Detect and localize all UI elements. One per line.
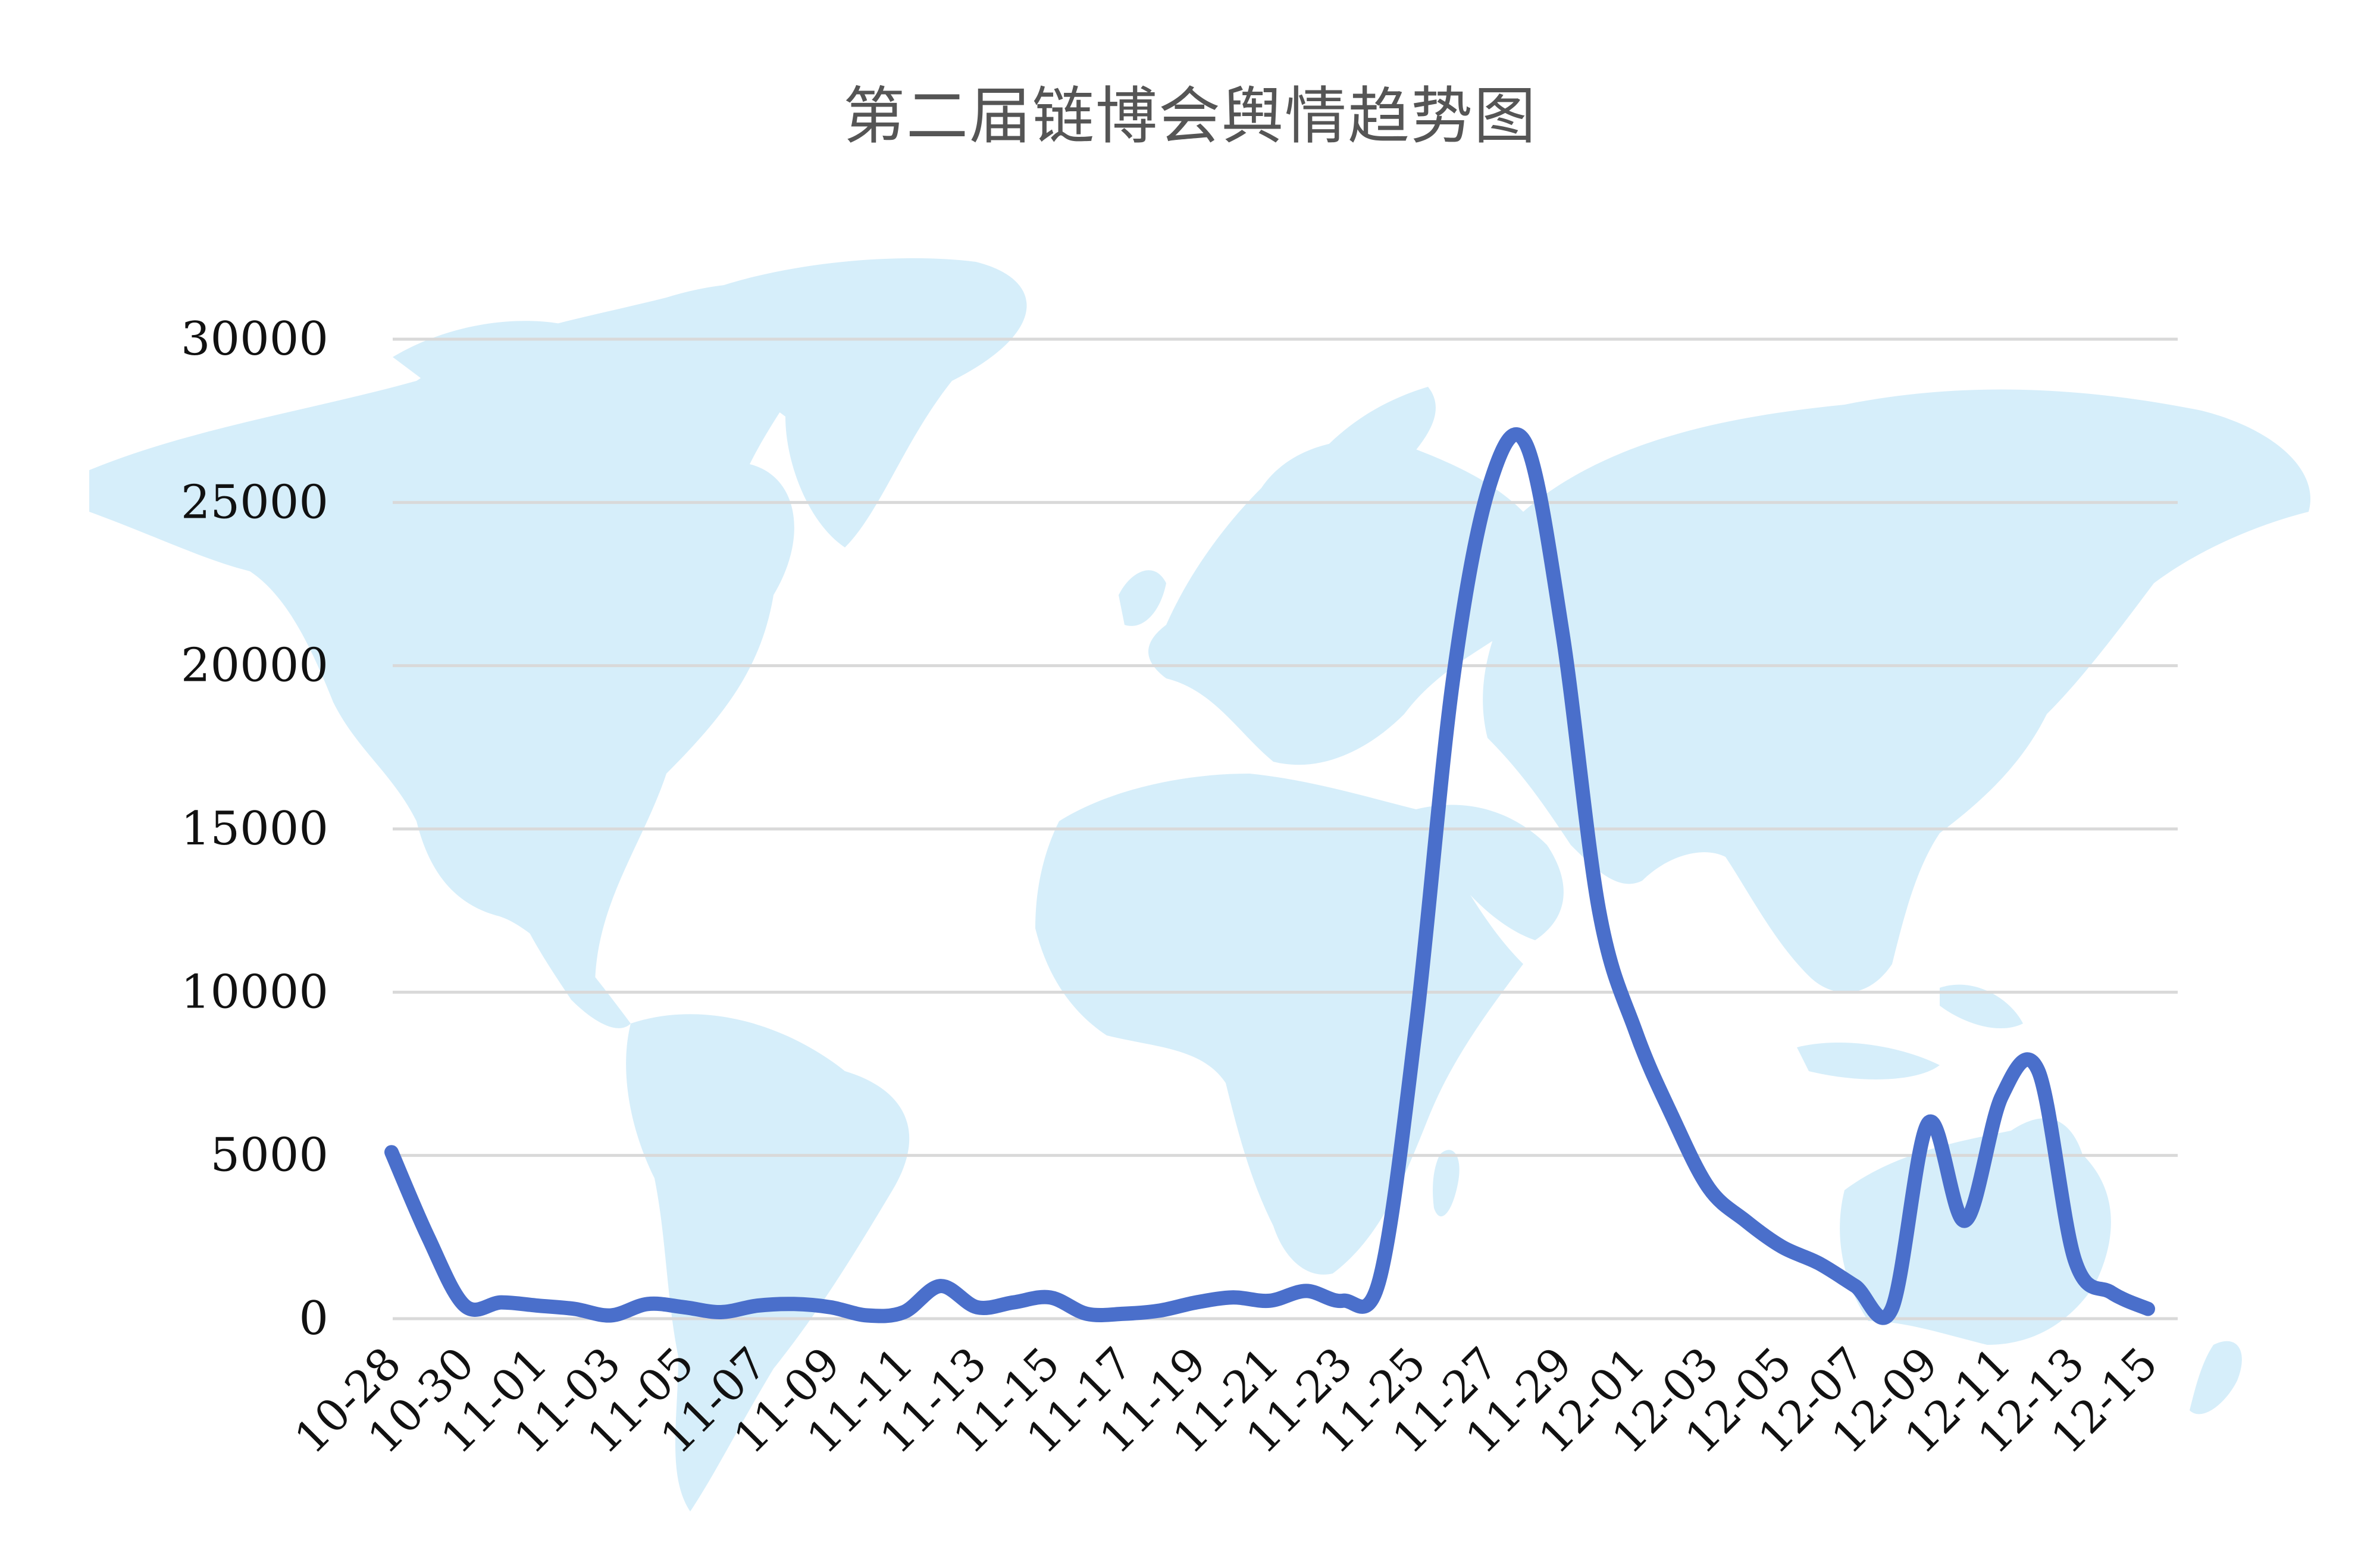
data-point bbox=[498, 1299, 505, 1306]
data-point bbox=[1705, 1185, 1712, 1192]
data-point bbox=[1486, 483, 1493, 490]
data-point bbox=[791, 1300, 798, 1307]
x-axis-ticks: 10-2810-3011-0111-0311-0511-0711-0911-11… bbox=[285, 1338, 2168, 1464]
data-point bbox=[973, 1304, 981, 1311]
data-point bbox=[1852, 1282, 1859, 1290]
y-tick-label: 5000 bbox=[210, 1129, 328, 1182]
data-point bbox=[864, 1312, 871, 1319]
data-point bbox=[1303, 1287, 1310, 1294]
data-point bbox=[1010, 1299, 1017, 1306]
data-point bbox=[2108, 1289, 2115, 1296]
data-point bbox=[425, 1234, 432, 1241]
y-tick-label: 20000 bbox=[181, 639, 328, 693]
data-point bbox=[1815, 1260, 1822, 1267]
data-point bbox=[1339, 1297, 1346, 1304]
data-point bbox=[2071, 1256, 2078, 1263]
data-point bbox=[1449, 678, 1457, 686]
data-point bbox=[754, 1302, 761, 1309]
data-point bbox=[1632, 1028, 1639, 1035]
grid-lines bbox=[393, 337, 2178, 1320]
data-point bbox=[1778, 1243, 1786, 1250]
y-tick-label: 25000 bbox=[181, 475, 328, 529]
data-point bbox=[1266, 1297, 1273, 1304]
y-tick-label: 10000 bbox=[181, 965, 328, 1019]
y-tick-label: 30000 bbox=[181, 312, 328, 366]
chart-title: 第二届链博会舆情趋势图 bbox=[843, 80, 1537, 152]
data-point bbox=[1559, 630, 1566, 637]
data-point bbox=[1998, 1093, 2005, 1100]
data-point bbox=[827, 1304, 834, 1311]
data-point bbox=[534, 1302, 541, 1309]
y-axis-ticks: 0 5000 10000 15000 20000 25000 30000 bbox=[181, 312, 328, 1345]
y-tick-label: 15000 bbox=[181, 802, 328, 856]
data-point bbox=[607, 1312, 615, 1319]
data-point bbox=[1193, 1299, 1200, 1306]
y-tick-label: 0 bbox=[299, 1292, 328, 1345]
data-point bbox=[1742, 1217, 1749, 1224]
world-map-background bbox=[89, 258, 2311, 1511]
data-point bbox=[1523, 440, 1530, 447]
data-point bbox=[1230, 1294, 1237, 1301]
data-point bbox=[1120, 1310, 1127, 1317]
data-point bbox=[1962, 1217, 1969, 1224]
data-point bbox=[1047, 1294, 1054, 1301]
data-point bbox=[681, 1304, 688, 1311]
series-line bbox=[384, 427, 2155, 1325]
data-point bbox=[1889, 1306, 1896, 1313]
data-point bbox=[1925, 1119, 1932, 1126]
data-point bbox=[644, 1300, 652, 1307]
data-point bbox=[1157, 1307, 1164, 1314]
data-point bbox=[1413, 1021, 1420, 1028]
series-layer bbox=[384, 427, 2155, 1325]
data-point bbox=[1669, 1113, 1676, 1120]
data-point bbox=[1376, 1276, 1383, 1283]
data-point bbox=[937, 1282, 944, 1290]
data-point bbox=[1083, 1310, 1091, 1317]
data-point bbox=[2035, 1067, 2042, 1074]
data-point bbox=[1596, 907, 1603, 914]
data-point bbox=[571, 1306, 578, 1313]
data-point bbox=[461, 1302, 468, 1309]
data-point bbox=[900, 1309, 907, 1316]
data-point bbox=[718, 1309, 725, 1316]
data-point bbox=[2144, 1306, 2152, 1313]
data-point bbox=[388, 1148, 395, 1156]
